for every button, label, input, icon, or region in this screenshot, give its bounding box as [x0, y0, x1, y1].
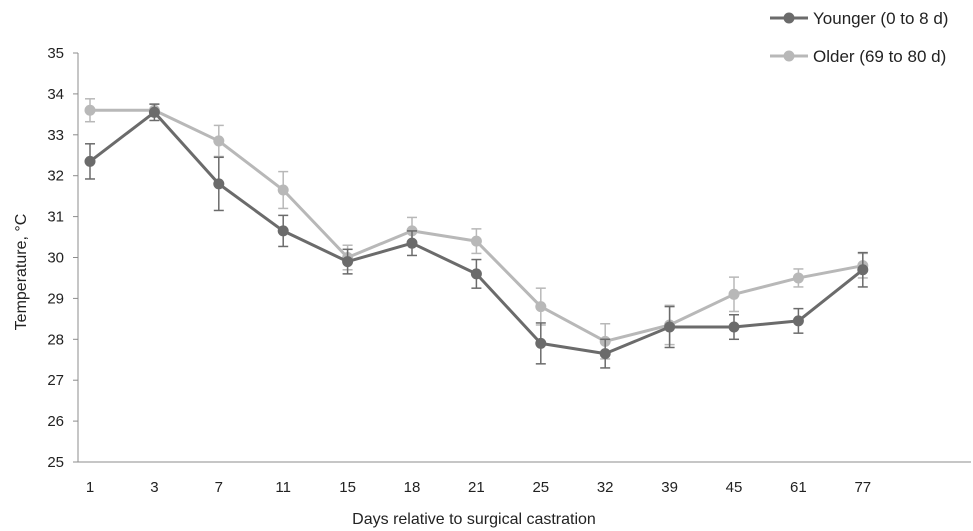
data-point — [213, 178, 225, 190]
y-tick-label: 33 — [47, 127, 64, 144]
y-tick-label: 30 — [47, 250, 64, 267]
data-point — [342, 256, 354, 268]
series-older — [84, 98, 869, 360]
y-tick-label: 32 — [47, 168, 64, 185]
x-tick-label: 61 — [790, 479, 807, 496]
legend: Younger (0 to 8 d) Older (69 to 80 d) — [770, 9, 948, 66]
data-point — [148, 106, 160, 118]
y-tick-label: 31 — [47, 209, 64, 226]
x-tick-label: 39 — [661, 479, 678, 496]
x-tick-label: 45 — [726, 479, 743, 496]
data-point — [728, 321, 740, 333]
x-tick-label: 11 — [275, 479, 291, 496]
y-tick-label: 29 — [47, 290, 64, 307]
legend-item: Older (69 to 80 d) — [770, 47, 946, 66]
data-point — [664, 321, 676, 333]
data-point — [728, 288, 740, 300]
data-point — [470, 268, 482, 280]
data-point — [792, 315, 804, 327]
legend-label: Older (69 to 80 d) — [813, 47, 946, 66]
y-tick-label: 34 — [47, 86, 64, 103]
data-point — [213, 135, 225, 147]
data-point — [535, 337, 547, 349]
series-line — [90, 108, 864, 343]
legend-swatch-marker — [783, 12, 795, 24]
x-tick-label: 18 — [404, 479, 421, 496]
data-point — [599, 348, 611, 360]
x-tick-label: 32 — [597, 479, 614, 496]
y-tick-label: 25 — [47, 454, 64, 471]
data-point — [857, 264, 869, 276]
series-younger — [84, 103, 869, 369]
y-axis-title: Temperature, °C — [13, 214, 30, 331]
y-tick-label: 27 — [47, 372, 64, 389]
data-point — [535, 301, 547, 313]
x-tick-label: 25 — [532, 479, 549, 496]
legend-swatch-marker — [783, 50, 795, 62]
data-point — [470, 235, 482, 247]
x-tick-label: 21 — [468, 479, 485, 496]
x-axis-title: Days relative to surgical castration — [352, 511, 596, 528]
series-layer — [84, 98, 869, 369]
y-axis: 25 26 27 28 29 30 31 32 33 34 35 — [47, 45, 79, 471]
data-point — [84, 155, 96, 167]
data-point — [406, 237, 418, 249]
legend-item: Younger (0 to 8 d) — [770, 9, 948, 28]
x-tick-label: 3 — [150, 479, 158, 496]
x-axis: 1 3 7 11 15 18 21 25 32 39 45 61 77 — [78, 461, 971, 496]
data-point — [277, 184, 289, 196]
data-point — [277, 225, 289, 237]
y-tick-label: 35 — [47, 45, 64, 62]
y-tick-label: 26 — [47, 413, 64, 430]
legend-label: Younger (0 to 8 d) — [813, 9, 948, 28]
y-tick-label: 28 — [47, 331, 64, 348]
x-tick-label: 7 — [215, 479, 223, 496]
x-tick-label: 77 — [854, 479, 871, 496]
data-point — [84, 104, 96, 116]
x-tick-label: 1 — [86, 479, 94, 496]
data-point — [792, 272, 804, 284]
x-tick-label: 15 — [339, 479, 356, 496]
